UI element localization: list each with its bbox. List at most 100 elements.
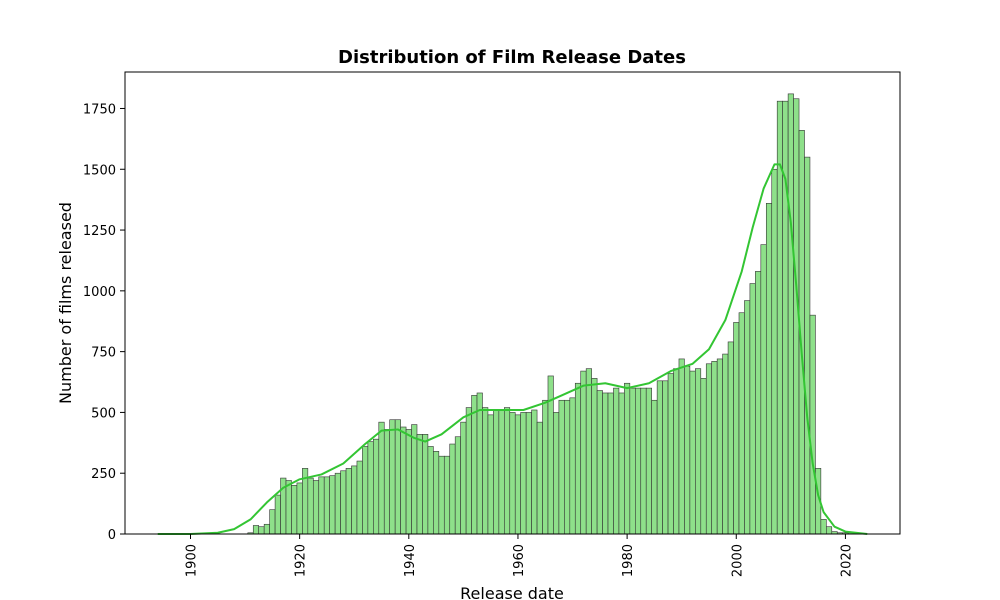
- histogram-bar: [804, 156, 811, 535]
- histogram-bar: [405, 429, 412, 535]
- histogram-bar: [443, 455, 451, 535]
- histogram-bar: [454, 436, 461, 535]
- y-axis-title: Number of films released: [56, 202, 75, 404]
- bars-layer: [247, 93, 854, 535]
- histogram-bar: [356, 460, 363, 535]
- histogram-bar: [258, 526, 265, 535]
- kde-layer: [157, 163, 868, 535]
- histogram-bar: [645, 387, 652, 535]
- histogram-bar: [307, 477, 314, 535]
- histogram-bar: [787, 93, 794, 535]
- y-axis: 0 250 500 750 1000 1250 1500 1750: [83, 102, 125, 543]
- histogram-bar: [394, 419, 401, 535]
- x-tick-label: 2020: [839, 544, 854, 577]
- histogram-bar: [460, 421, 467, 535]
- histogram-bar: [531, 409, 538, 535]
- histogram-bar: [629, 387, 636, 535]
- x-tick-label: 1960: [512, 544, 527, 577]
- histogram-bar: [509, 412, 516, 535]
- y-tick-label: 1750: [83, 102, 116, 117]
- histogram-bar: [340, 470, 347, 535]
- histogram-bar: [285, 480, 292, 535]
- x-axis: 1900 1920 1940 1960 1980 2000 2020: [184, 534, 854, 577]
- histogram-bar: [323, 476, 330, 535]
- histogram-bar: [689, 370, 696, 535]
- histogram-bar: [334, 472, 341, 535]
- histogram-bar: [673, 368, 680, 535]
- histogram-bar: [367, 441, 374, 535]
- histogram-bar: [596, 390, 603, 535]
- x-tick-label: 1900: [184, 544, 199, 577]
- histogram-bar: [504, 407, 511, 535]
- histogram-bar: [329, 475, 336, 535]
- histogram-bar: [651, 399, 658, 535]
- histogram-bar: [427, 446, 434, 535]
- histogram-bar: [433, 451, 440, 535]
- histogram-bar: [744, 300, 751, 535]
- histogram-bar: [782, 100, 789, 535]
- histogram-bar: [695, 368, 702, 535]
- histogram-bar: [318, 476, 325, 535]
- histogram-bar: [705, 363, 713, 535]
- histogram-bar: [826, 526, 833, 535]
- histogram-bar: [416, 434, 423, 535]
- histogram-bar: [700, 378, 707, 535]
- histogram-bar: [536, 421, 543, 535]
- histogram-bar: [252, 525, 260, 535]
- y-tick-label: 500: [91, 406, 116, 421]
- histogram-bar: [487, 414, 494, 535]
- histogram-bar: [269, 509, 276, 535]
- histogram-bar: [400, 426, 407, 535]
- histogram-bar: [711, 361, 718, 535]
- kde-curve: [157, 163, 868, 535]
- histogram-bar: [482, 407, 489, 535]
- histogram-bar: [465, 407, 472, 535]
- histogram-bar: [351, 465, 358, 535]
- histogram-bar: [574, 382, 582, 535]
- histogram-bar: [564, 399, 571, 535]
- histogram-bar: [291, 485, 298, 535]
- x-tick-label: 1980: [621, 544, 636, 577]
- histogram-bar: [656, 380, 663, 535]
- histogram-bar: [389, 419, 396, 535]
- histogram-bar: [640, 387, 647, 535]
- y-tick-label: 1250: [83, 224, 116, 239]
- histogram-bar: [634, 387, 642, 535]
- histogram-bar: [624, 382, 631, 535]
- histogram-bar: [667, 373, 674, 535]
- histogram-bar: [591, 378, 598, 535]
- x-axis-title: Release date: [460, 584, 564, 600]
- histogram-bar: [373, 438, 380, 535]
- histogram-bar: [498, 409, 505, 535]
- histogram-bar: [820, 519, 827, 535]
- y-tick-label: 1500: [83, 163, 116, 178]
- histogram-bar: [514, 414, 521, 535]
- histogram-bar: [449, 443, 456, 535]
- histogram-bar: [383, 429, 390, 535]
- histogram-bar: [662, 380, 669, 535]
- histogram-bar: [809, 314, 816, 535]
- histogram-bar: [585, 368, 592, 535]
- histogram-bar: [525, 412, 532, 535]
- histogram-bar: [520, 412, 527, 535]
- x-tick-label: 1920: [294, 544, 309, 577]
- histogram-bar: [771, 168, 778, 535]
- histogram-bar: [296, 482, 303, 535]
- histogram-bar: [422, 434, 429, 535]
- y-tick-label: 250: [91, 467, 116, 482]
- histogram-bar: [602, 392, 609, 535]
- histogram-bar: [411, 424, 418, 535]
- histogram-bar: [716, 358, 723, 535]
- histogram-bar: [678, 358, 685, 535]
- x-tick-label: 2000: [730, 544, 745, 577]
- histogram-bar: [558, 399, 565, 535]
- chart-title: Distribution of Film Release Dates: [338, 47, 686, 68]
- histogram-bar: [755, 271, 762, 535]
- histogram-bar: [476, 392, 483, 535]
- histogram-bar: [569, 397, 576, 535]
- y-tick-label: 750: [91, 346, 116, 361]
- histogram-bar: [765, 203, 773, 535]
- y-tick-label: 1000: [83, 285, 116, 300]
